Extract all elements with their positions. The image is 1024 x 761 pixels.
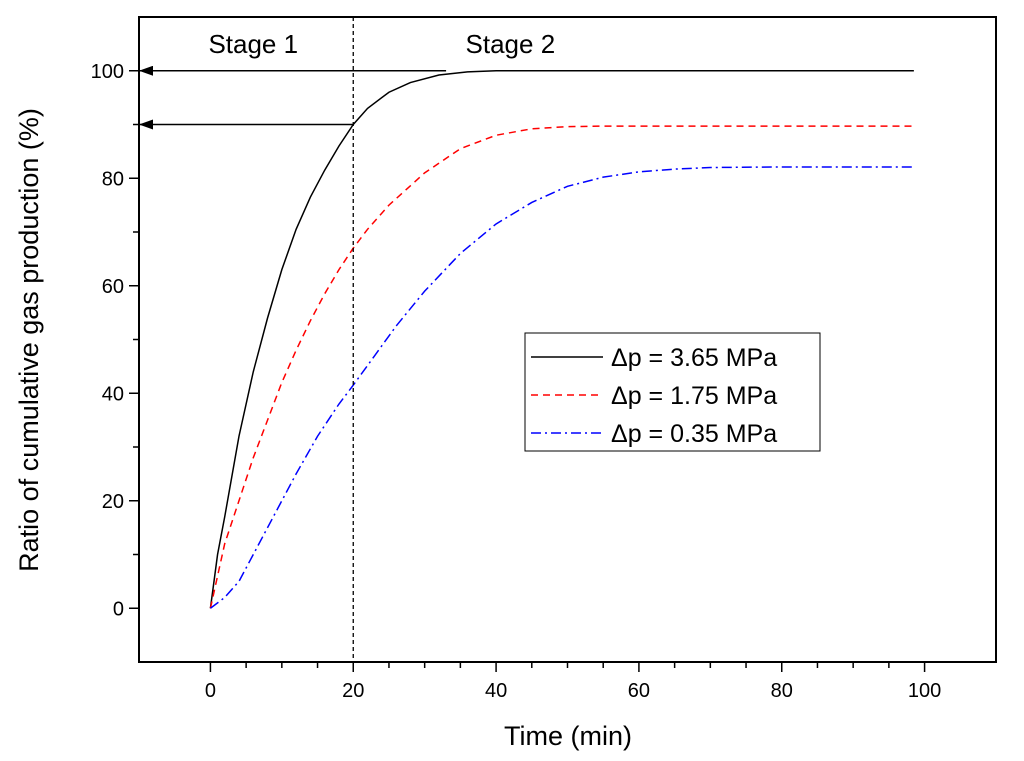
legend-label-2: Δp = 1.75 MPa [611,382,777,410]
stage-label-1: Stage 1 [208,29,298,59]
x-tick-label: 0 [205,680,216,702]
legend-label-1: Δp = 3.65 MPa [611,344,777,372]
x-tick-label: 60 [628,680,650,702]
legend-label-3: Δp = 0.35 MPa [611,420,777,448]
series-line-1 [209,70,914,609]
series-layer [209,70,914,609]
x-tick-label: 40 [485,680,507,702]
legend: Δp = 3.65 MPa Δp = 1.75 MPa Δp = 0.35 MPa [524,332,821,452]
stage-label-2: Stage 2 [466,29,556,59]
x-axis-title: Time (min) [504,721,632,751]
x-tick-label: 20 [342,680,364,702]
y-tick-label: 0 [113,598,124,620]
y-tick-label: 60 [102,276,124,298]
y-axis-title: Ratio of cumulative gas production (%) [14,108,44,572]
annotation-layer: Stage 1 Stage 2 [139,17,556,662]
ticks-layer [129,70,926,672]
y-tick-label: 40 [102,383,124,405]
series-line-3 [209,166,914,609]
y-tick-label: 80 [102,168,124,190]
y-tick-label: 20 [102,491,124,513]
legend-box [524,332,821,452]
y-tick-label: 100 [91,61,124,83]
x-tick-label: 100 [908,680,941,702]
x-tick-label: 80 [771,680,793,702]
tick-labels-layer: 0 20 40 60 80 100 0 20 40 60 80 100 [91,61,942,702]
